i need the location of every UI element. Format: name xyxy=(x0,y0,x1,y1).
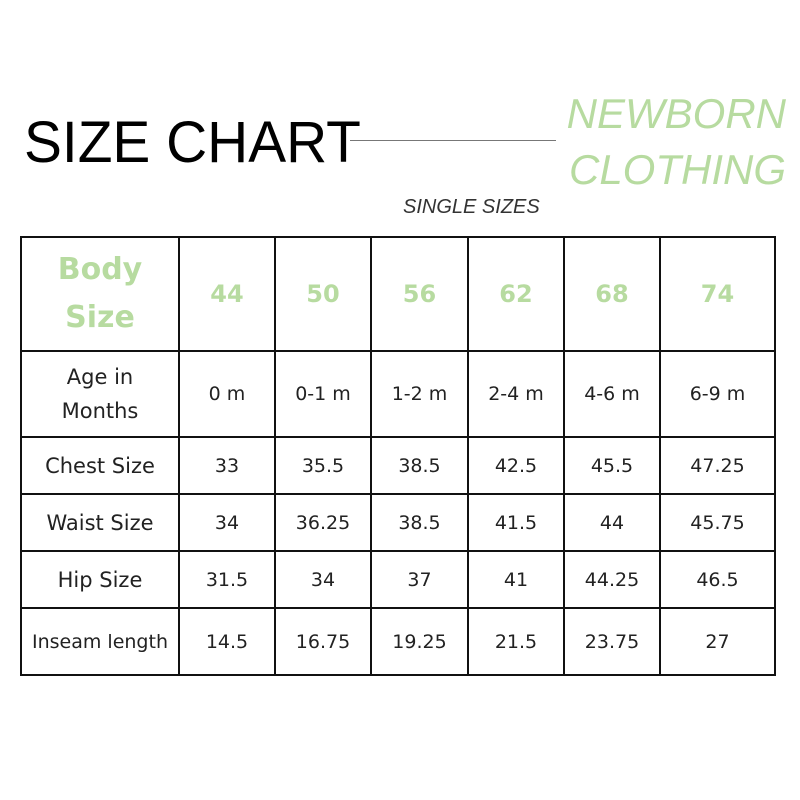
cell: 34 xyxy=(274,550,372,609)
brand-line-2: CLOTHING xyxy=(568,146,786,193)
cell: 19.25 xyxy=(370,607,469,676)
cell: 14.5 xyxy=(178,607,276,676)
row-label: Waist Size xyxy=(20,493,180,552)
row-label-line-2: Months xyxy=(61,399,139,423)
cell: 47.25 xyxy=(659,436,776,495)
row-label: Inseam length xyxy=(20,607,180,676)
cell: 21.5 xyxy=(467,607,565,676)
table-header-row: Body Size 44 50 56 62 68 74 xyxy=(20,236,776,352)
row-label: Chest Size xyxy=(20,436,180,495)
table-row: Chest Size 33 35.5 38.5 42.5 45.5 47.25 xyxy=(20,436,776,495)
cell: 42.5 xyxy=(467,436,565,495)
cell: 23.75 xyxy=(563,607,661,676)
cell: 41 xyxy=(467,550,565,609)
table-row: Waist Size 34 36.25 38.5 41.5 44 45.75 xyxy=(20,493,776,552)
row-label: Hip Size xyxy=(20,550,180,609)
cell: 1-2 m xyxy=(370,350,469,438)
cell: 33 xyxy=(178,436,276,495)
cell: 36.25 xyxy=(274,493,372,552)
table-row: Age in Months 0 m 0-1 m 1-2 m 2-4 m 4-6 m… xyxy=(20,350,776,438)
header-size: 62 xyxy=(467,236,565,352)
header-label: Body Size xyxy=(20,236,180,352)
table-row: Hip Size 31.5 34 37 41 44.25 46.5 xyxy=(20,550,776,609)
divider xyxy=(350,140,556,141)
subtitle: SINGLE SIZES xyxy=(403,196,540,218)
cell: 6-9 m xyxy=(659,350,776,438)
cell: 45.5 xyxy=(563,436,661,495)
row-label: Age in Months xyxy=(20,350,180,438)
cell: 46.5 xyxy=(659,550,776,609)
row-label-line-1: Age in xyxy=(66,365,134,389)
cell: 45.75 xyxy=(659,493,776,552)
brand-heading: NEWBORN CLOTHING xyxy=(567,86,786,198)
cell: 31.5 xyxy=(178,550,276,609)
cell: 37 xyxy=(370,550,469,609)
header-size: 74 xyxy=(659,236,776,352)
header-size: 50 xyxy=(274,236,372,352)
table-row: Inseam length 14.5 16.75 19.25 21.5 23.7… xyxy=(20,607,776,676)
page-title: SIZE CHART xyxy=(24,110,361,175)
cell: 44 xyxy=(563,493,661,552)
cell: 2-4 m xyxy=(467,350,565,438)
cell: 16.75 xyxy=(274,607,372,676)
cell: 38.5 xyxy=(370,436,469,495)
cell: 27 xyxy=(659,607,776,676)
size-table: Body Size 44 50 56 62 68 74 Age in Months … xyxy=(20,236,776,676)
cell: 4-6 m xyxy=(563,350,661,438)
brand-line-1: NEWBORN xyxy=(566,90,786,137)
cell: 44.25 xyxy=(563,550,661,609)
cell: 41.5 xyxy=(467,493,565,552)
header-size: 44 xyxy=(178,236,276,352)
header-size: 68 xyxy=(563,236,661,352)
cell: 35.5 xyxy=(274,436,372,495)
cell: 38.5 xyxy=(370,493,469,552)
header-label-line-2: Size xyxy=(65,300,135,335)
cell: 0 m xyxy=(178,350,276,438)
cell: 34 xyxy=(178,493,276,552)
header-label-line-1: Body xyxy=(57,252,143,287)
cell: 0-1 m xyxy=(274,350,372,438)
header-size: 56 xyxy=(370,236,469,352)
